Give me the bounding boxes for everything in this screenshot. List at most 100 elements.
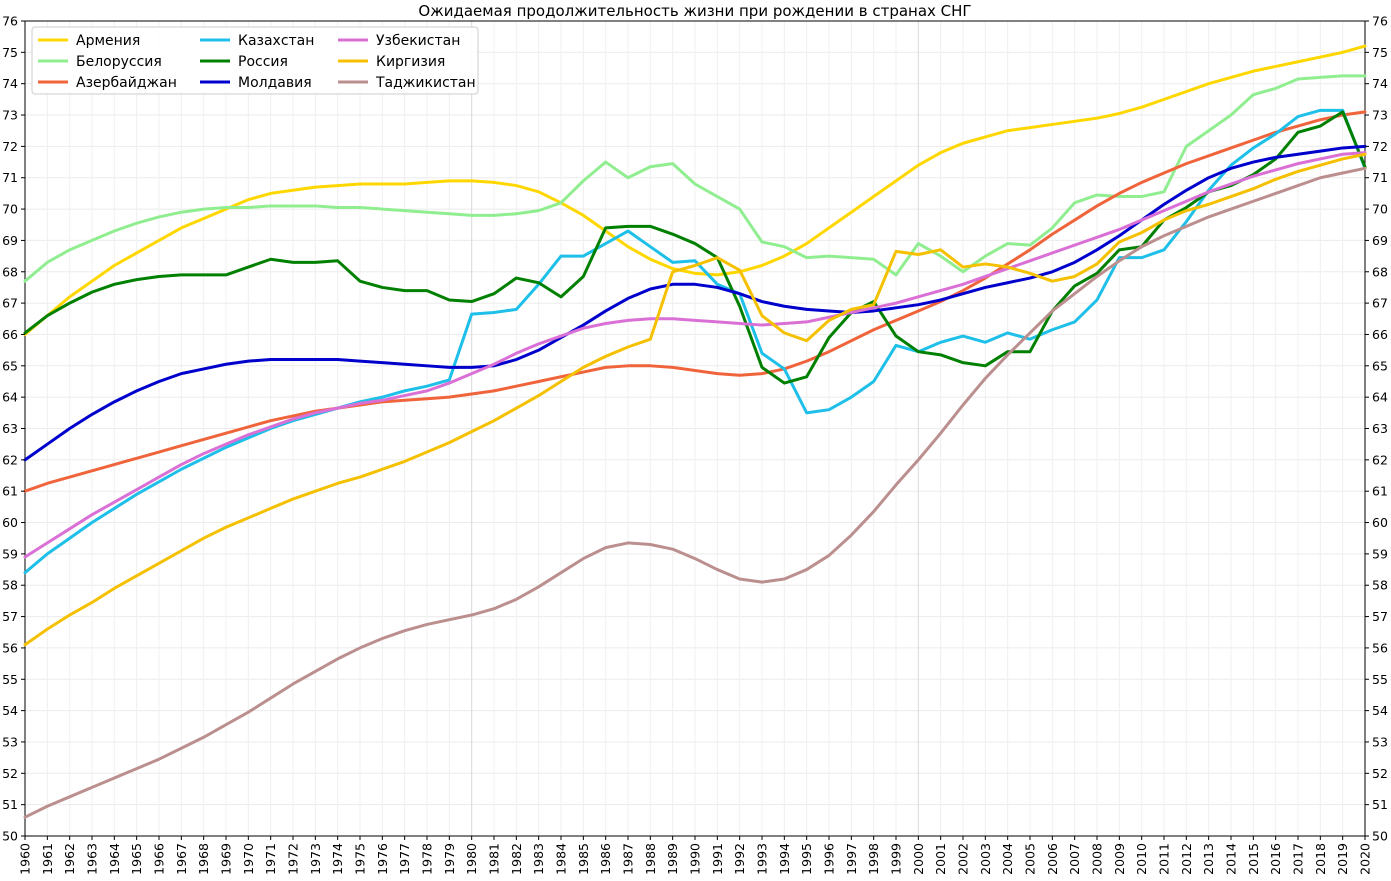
x-tick-label: 2011	[1157, 843, 1172, 875]
x-tick-label: 2006	[1045, 843, 1060, 875]
x-tick-label: 1963	[85, 843, 100, 875]
series-lines	[23, 44, 1367, 819]
y-tick-label-right: 58	[1372, 578, 1388, 593]
series-line	[23, 152, 1367, 647]
x-tick-label: 1990	[688, 843, 703, 875]
legend: Армения Белоруссия Азербайджан Казахстан Рос…	[31, 26, 479, 95]
x-tick-label: 1981	[487, 843, 502, 875]
y-tick-label: 65	[2, 358, 18, 373]
y-tick-label-right: 73	[1372, 108, 1388, 123]
x-tick-label: 1966	[152, 843, 167, 875]
x-tick-label: 2003	[978, 843, 993, 875]
y-tick-label-right: 50	[1372, 829, 1388, 844]
legend-label: Армения	[76, 33, 140, 49]
y-tick-label-right: 76	[1372, 14, 1388, 29]
x-tick-label: 1987	[621, 843, 636, 875]
y-tick-label-right: 57	[1372, 609, 1388, 624]
y-tick-label-right: 55	[1372, 672, 1388, 687]
y-tick-label: 52	[2, 766, 18, 781]
y-tick-label: 63	[2, 421, 18, 436]
y-tick-label-right: 70	[1372, 202, 1388, 217]
y-tick-label-right: 71	[1372, 170, 1388, 185]
x-tick-label: 2013	[1201, 843, 1216, 875]
y-tick-label: 66	[2, 327, 18, 342]
y-tick-label: 59	[2, 546, 18, 561]
x-tick-label: 1984	[554, 843, 569, 875]
y-tick-label-right: 59	[1372, 546, 1388, 561]
x-tick-label: 1975	[353, 843, 368, 875]
y-tick-label: 57	[2, 609, 18, 624]
legend-label: Молдавия	[238, 75, 312, 91]
x-tick-label: 1986	[598, 843, 613, 875]
y-tick-label: 58	[2, 578, 18, 593]
series-line	[23, 110, 1367, 493]
legend-label: Узбекистан	[376, 33, 460, 49]
x-tick-label: 1965	[129, 843, 144, 875]
x-tick-label: 1970	[241, 843, 256, 875]
x-tick-label: 1977	[397, 843, 412, 875]
y-tick-label: 62	[2, 452, 18, 467]
x-tick-label: 1964	[107, 843, 122, 875]
legend-label: Казахстан	[238, 33, 314, 49]
x-tick-label: 1985	[576, 843, 591, 875]
y-tick-label: 72	[2, 139, 18, 154]
x-tick-label: 1961	[40, 843, 55, 875]
y-tick-label-right: 66	[1372, 327, 1388, 342]
y-tick-label: 69	[2, 233, 18, 248]
x-tick-label: 2020	[1358, 843, 1373, 875]
x-tick-label: 2014	[1224, 843, 1239, 875]
y-tick-label-right: 56	[1372, 640, 1388, 655]
y-tick-label: 68	[2, 264, 18, 279]
legend-label: Таджикистан	[375, 75, 476, 91]
legend-label: Азербайджан	[76, 75, 177, 91]
x-tick-label: 1972	[286, 843, 301, 875]
x-tick-label: 1976	[375, 843, 390, 875]
x-tick-label: 1974	[330, 843, 345, 875]
x-tick-label: 1967	[174, 843, 189, 875]
x-tick-label: 2002	[956, 843, 971, 875]
y-tick-label-right: 72	[1372, 139, 1388, 154]
y-tick-label: 53	[2, 734, 18, 749]
axes: 50 50 51 51 52 52 53 53 54 54 55 55 56 56 57 57 58 58 59 59…	[2, 14, 1388, 875]
y-tick-label: 64	[2, 390, 18, 405]
x-tick-label: 1994	[777, 843, 792, 875]
y-tick-label-right: 67	[1372, 296, 1388, 311]
y-tick-label: 76	[2, 14, 18, 29]
x-tick-label: 2012	[1179, 843, 1194, 875]
x-tick-label: 1983	[531, 843, 546, 875]
y-tick-label-right: 52	[1372, 766, 1388, 781]
x-tick-label: 2000	[911, 843, 926, 875]
y-tick-label: 75	[2, 45, 18, 60]
legend-box	[31, 26, 479, 95]
x-tick-label: 1993	[755, 843, 770, 875]
x-tick-label: 1999	[889, 843, 904, 875]
y-tick-label: 54	[2, 703, 18, 718]
x-tick-label: 2008	[1090, 843, 1105, 875]
x-tick-label: 1995	[799, 843, 814, 875]
y-tick-label: 71	[2, 170, 18, 185]
x-tick-label: 1962	[62, 843, 77, 875]
x-tick-label: 1971	[263, 843, 278, 875]
y-tick-label-right: 53	[1372, 734, 1388, 749]
y-tick-label: 60	[2, 515, 18, 530]
x-tick-label: 1996	[822, 843, 837, 875]
x-tick-label: 1960	[18, 843, 33, 875]
legend-label: Россия	[238, 54, 288, 70]
x-tick-label: 2005	[1023, 843, 1038, 875]
x-tick-label: 1982	[509, 843, 524, 875]
y-tick-label: 70	[2, 202, 18, 217]
y-tick-label: 55	[2, 672, 18, 687]
legend-label: Киргизия	[376, 54, 445, 70]
y-tick-label: 61	[2, 484, 18, 499]
x-tick-label: 1973	[308, 843, 323, 875]
y-tick-label: 74	[2, 76, 18, 91]
x-tick-label: 2016	[1268, 843, 1283, 875]
x-tick-label: 2004	[1000, 843, 1015, 875]
y-tick-label-right: 61	[1372, 484, 1388, 499]
x-tick-label: 1969	[219, 843, 234, 875]
x-tick-label: 2019	[1335, 843, 1350, 875]
series-line	[23, 108, 1367, 575]
x-tick-label: 1968	[196, 843, 211, 875]
y-tick-label-right: 60	[1372, 515, 1388, 530]
